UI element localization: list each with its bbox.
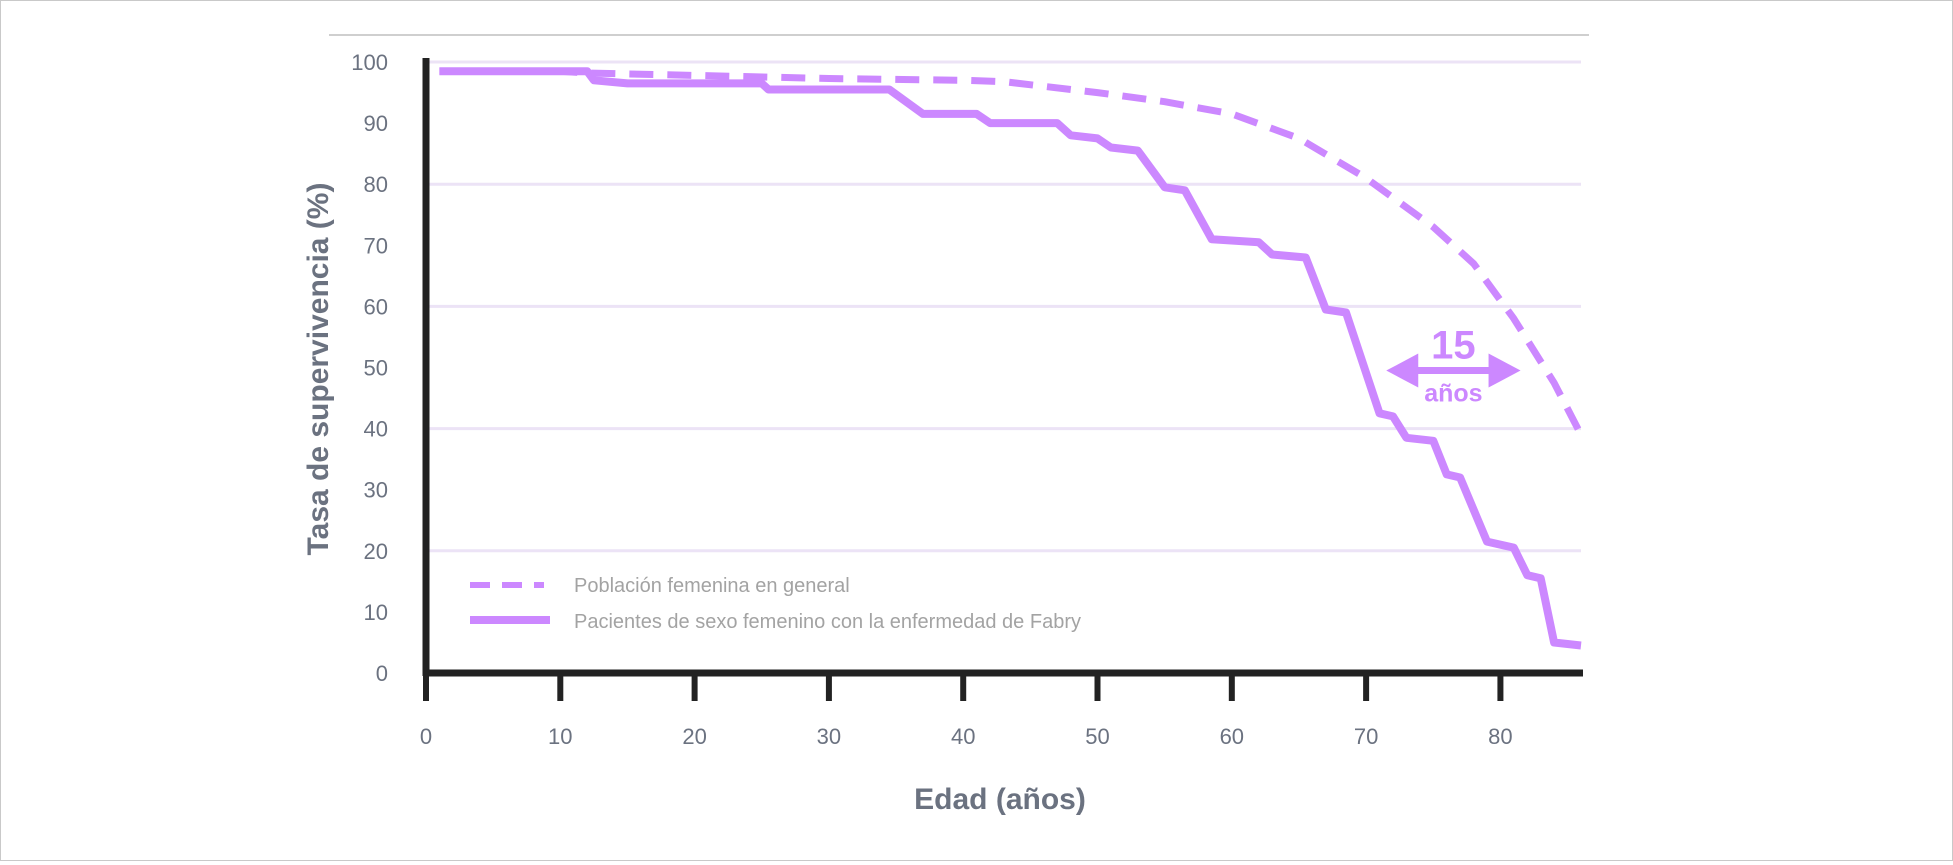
axes [422,58,1583,701]
gap-annotation: 15 años [1386,324,1521,408]
gap-double-arrow [1386,353,1521,388]
legend-label-fabry: Pacientes de sexo femenino con la enferm… [574,611,1081,633]
x-tick-label-10: 10 [548,724,572,749]
gap-annotation-value: 15 [1431,324,1476,368]
y-tick-label-50: 50 [364,356,388,381]
y-tick-label-10: 10 [364,600,388,625]
x-tick-label-0: 0 [420,724,432,749]
x-tick-label-30: 30 [817,724,841,749]
y-tick-label-100: 100 [351,50,388,75]
legend-label-general: Población femenina en general [574,575,850,597]
y-axis-title: Tasa de supervivencia (%) [302,183,335,556]
y-tick-labels: 0 10 20 30 40 50 60 70 80 90 100 [351,50,388,686]
series-line-fabry-patients [439,67,1582,650]
gap-annotation-unit: años [1424,380,1482,408]
x-tick-label-80: 80 [1488,724,1512,749]
y-tick-label-90: 90 [364,111,388,136]
gridlines [426,60,1581,553]
y-tick-label-20: 20 [364,539,388,564]
legend: Población femenina en general Pacientes … [470,575,1081,633]
y-tick-label-60: 60 [364,294,388,319]
x-tick-label-50: 50 [1085,724,1109,749]
x-axis-title: Edad (años) [914,783,1086,816]
y-tick-label-0: 0 [376,661,388,686]
x-tick-labels: 0 10 20 30 40 50 60 70 80 [420,724,1513,749]
y-tick-label-70: 70 [364,233,388,258]
gap-arrow-head-left [1386,353,1419,388]
y-tick-label-30: 30 [364,478,388,503]
series-line-general-population [439,67,1585,437]
x-tick-label-70: 70 [1354,724,1378,749]
x-tick-label-60: 60 [1220,724,1244,749]
x-tick-label-20: 20 [682,724,706,749]
gap-arrow-head-right [1488,353,1521,388]
y-tick-label-80: 80 [364,172,388,197]
y-tick-label-40: 40 [364,417,388,442]
series-lines [439,67,1585,650]
x-tick-label-40: 40 [951,724,975,749]
